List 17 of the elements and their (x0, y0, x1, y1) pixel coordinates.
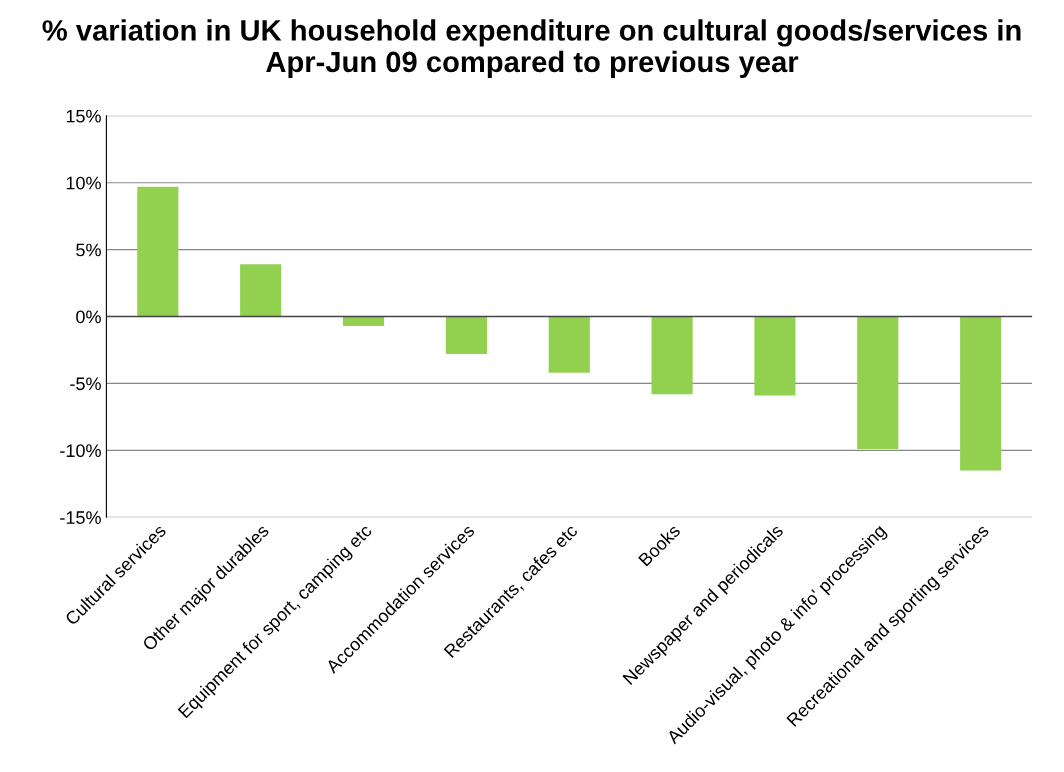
y-tick-label: 15% (66, 109, 101, 123)
bar (342, 316, 385, 326)
bar (445, 316, 487, 354)
bar (960, 316, 1002, 471)
bar (651, 316, 693, 395)
bar (240, 264, 282, 317)
y-tick-label: -15% (60, 511, 101, 524)
y-tick-label: 10% (66, 176, 101, 190)
bar (754, 316, 796, 396)
y-tick-label: -5% (70, 377, 101, 391)
chart-title: % variation in UK household expenditure on cultural goods/services in Apr-Jun 09 compared to previous year (42, 19, 1021, 79)
bar (857, 316, 899, 449)
y-tick-label: 5% (76, 243, 101, 257)
bar (548, 316, 590, 373)
y-tick-label: 0% (76, 310, 101, 324)
y-tick-label: -10% (60, 444, 101, 458)
bar (137, 186, 179, 317)
